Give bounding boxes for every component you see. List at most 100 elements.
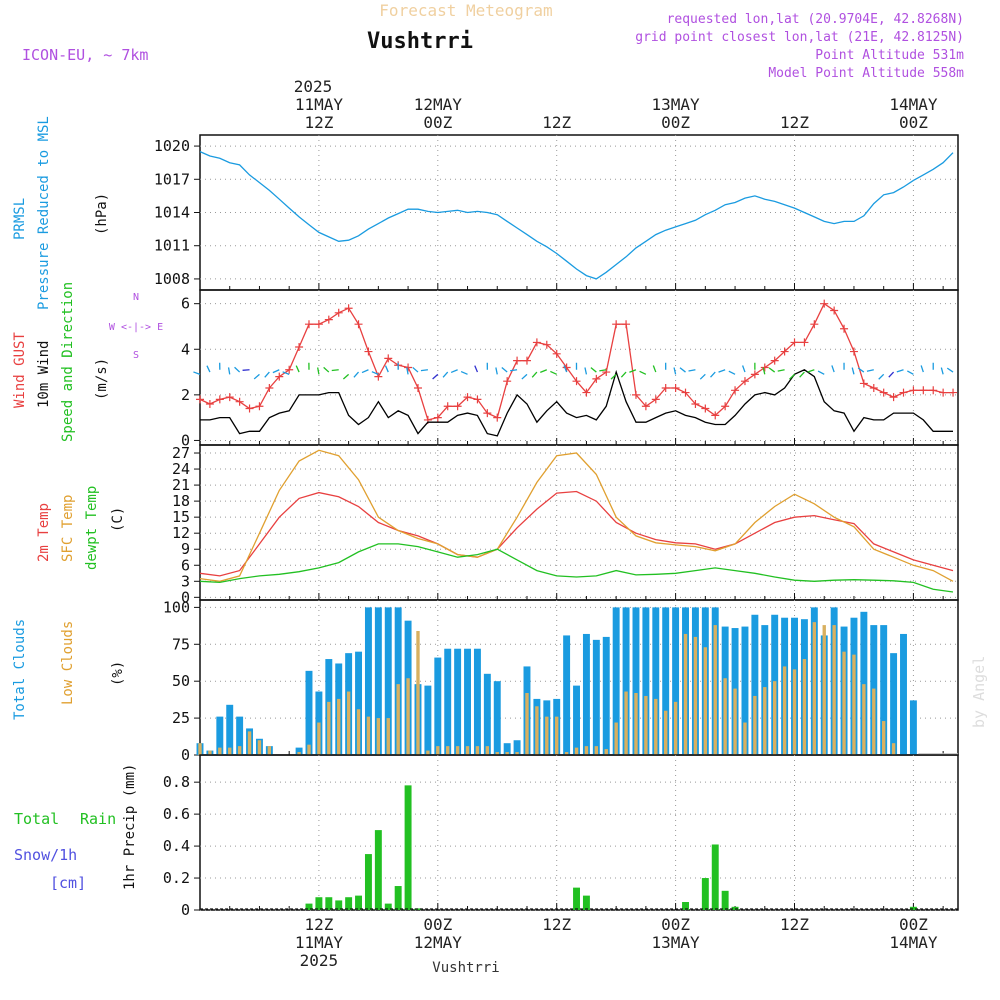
low-cloud-bar — [525, 693, 529, 755]
gust-marker — [889, 393, 898, 402]
temp-ytick-label: 21 — [172, 476, 190, 494]
wind-direction-arrow — [629, 369, 637, 373]
gust-marker — [800, 338, 809, 347]
low-cloud-bar — [455, 746, 460, 755]
gust-marker — [552, 349, 561, 358]
wind-direction-arrow — [940, 367, 944, 375]
gust-marker — [255, 402, 264, 411]
low-cloud-bar — [574, 747, 579, 755]
wind-direction-arrow — [384, 365, 389, 373]
pressure-label-prmsl: PRMSL — [12, 198, 28, 240]
bottom-hour-label: 00Z — [661, 915, 690, 934]
panels: 1008101110141017102002460369121518212427… — [154, 134, 959, 919]
temp-ytick-label: 15 — [172, 508, 190, 526]
gust-marker — [949, 388, 958, 397]
temp-label-2m: 2m Temp — [36, 503, 52, 562]
bottom-year-label: 2025 — [300, 951, 339, 970]
total-cloud-bar — [473, 648, 481, 755]
info-line-requested: requested lon,lat (20.9704E, 42.8268N) — [667, 12, 964, 27]
rain-bar — [909, 906, 917, 910]
top-date-label: 14MAY — [889, 95, 938, 114]
precip-panel: 0 0.2 0.4 0.6 0.8 — [163, 754, 959, 919]
pressure-ytick-label: 1014 — [154, 204, 190, 222]
total-cloud-bar — [513, 740, 521, 755]
rain-bar — [384, 903, 392, 910]
total-cloud-bar — [444, 648, 452, 755]
gust-marker — [443, 402, 452, 411]
rain-bar — [305, 903, 313, 910]
wind-direction-arrow — [710, 371, 716, 378]
temp-label-sfc: SFC Temp — [60, 495, 76, 562]
wind-direction-arrow — [866, 369, 874, 372]
bottom-hour-label: 12Z — [304, 915, 333, 934]
rain-bar — [573, 887, 580, 910]
gust-marker — [522, 356, 531, 365]
wind-direction-arrow — [920, 365, 924, 373]
wind-line-wind-gust — [199, 302, 953, 421]
watermark: by Angel — [970, 656, 988, 728]
wind-direction-arrow — [420, 369, 428, 372]
low-cloud-bar — [356, 709, 361, 755]
gust-marker — [770, 356, 779, 365]
low-cloud-bar — [604, 749, 608, 755]
gust-marker — [275, 372, 284, 381]
low-cloud-bar — [416, 631, 420, 755]
wind-direction-arrow — [460, 370, 468, 375]
wind-direction-arrow — [361, 369, 369, 374]
low-cloud-bar — [822, 625, 826, 755]
wind-direction-arrow — [652, 365, 657, 373]
wind-direction-arrow — [474, 365, 479, 373]
low-cloud-bar — [297, 752, 301, 755]
low-cloud-bar — [753, 695, 757, 755]
low-cloud-bar — [426, 750, 430, 755]
cloud-label-total: Total Clouds — [12, 619, 28, 720]
bottom-hour-label: 12Z — [542, 915, 571, 934]
low-cloud-bar — [376, 718, 381, 755]
gust-marker — [413, 384, 422, 393]
wind-direction-arrow — [888, 371, 895, 378]
wind-direction-arrow — [639, 370, 647, 375]
pressure-ytick-label: 1017 — [154, 170, 190, 188]
cloud-label-low: Low Clouds — [60, 621, 76, 705]
gust-marker — [602, 368, 611, 377]
cloud-label-unit: (%) — [110, 661, 126, 686]
wind-direction-arrow — [673, 367, 677, 375]
total-cloud-bar — [622, 607, 630, 755]
precip-axis-label: 1hr Precip (mm) — [122, 764, 138, 890]
top-hour-label: 12Z — [780, 113, 809, 132]
pressure-label-msl: Pressure Reduced to MSL — [36, 116, 52, 310]
gust-marker — [740, 377, 749, 386]
temp-label-unit: (C) — [110, 507, 126, 532]
low-cloud-bar — [307, 744, 311, 755]
wind-label-gust: Wind GUST — [12, 332, 28, 408]
temp-ytick-label: 3 — [181, 572, 190, 590]
wind-direction-arrow — [620, 371, 627, 378]
low-cloud-bar — [436, 746, 440, 755]
gust-marker — [840, 324, 849, 333]
pressure-panel: 1008 1011 1014 1017 1020 — [154, 134, 959, 291]
total-cloud-bar — [602, 636, 610, 755]
wind-direction-arrow — [242, 369, 250, 371]
gust-marker — [721, 402, 730, 411]
wind-direction-arrow — [323, 366, 330, 373]
gust-marker — [404, 363, 413, 372]
wind-direction-arrow — [442, 371, 449, 378]
low-cloud-bar — [594, 746, 599, 755]
bottom-date-label: 11MAY — [295, 933, 344, 952]
low-cloud-bar — [644, 695, 648, 755]
wind-ytick-label: 6 — [181, 295, 190, 313]
gust-marker — [483, 409, 492, 418]
precip-frame — [199, 754, 959, 911]
wind-line-10m-wind — [200, 369, 953, 437]
wind-label-unit: (m/s) — [94, 358, 110, 400]
temp-line-dewpt-temp — [199, 543, 954, 593]
top-date-label: 13MAY — [652, 95, 701, 114]
top-hour-label: 12Z — [542, 113, 571, 132]
pressure-frame — [199, 134, 959, 291]
pressure-labels: PRMSL Pressure Reduced to MSL (hPa) — [12, 116, 110, 310]
low-cloud-bar — [733, 688, 737, 755]
precip-labels: Total Rain Snow/1h [cm] 1hr Precip (mm) — [14, 764, 138, 892]
wind-direction-arrow — [450, 369, 458, 374]
